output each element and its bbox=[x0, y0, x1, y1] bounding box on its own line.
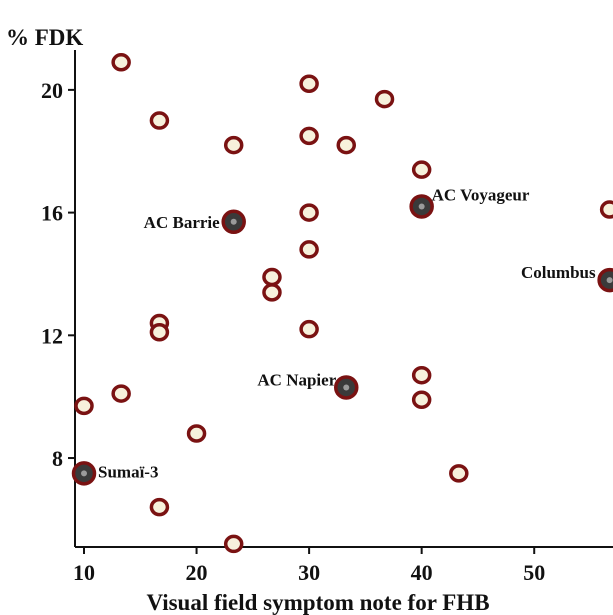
highlight-point-center bbox=[81, 470, 88, 477]
data-point bbox=[149, 497, 170, 517]
data-point bbox=[262, 283, 282, 302]
x-ticks: 10 20 30 40 50 bbox=[73, 547, 545, 585]
data-point bbox=[449, 464, 469, 483]
data-point bbox=[223, 534, 244, 554]
data-point bbox=[74, 396, 94, 416]
data-point bbox=[299, 126, 319, 146]
data-point bbox=[186, 424, 207, 443]
data-point bbox=[299, 74, 319, 93]
data-point bbox=[262, 267, 282, 287]
data-point bbox=[299, 203, 319, 222]
data-point bbox=[336, 135, 357, 155]
highlight-point-center bbox=[418, 203, 425, 210]
data-point bbox=[149, 322, 170, 342]
point-label-ac-barrie: AC Barrie bbox=[144, 213, 220, 232]
data-point bbox=[149, 111, 170, 130]
y-tick-label: 8 bbox=[52, 446, 63, 471]
data-point bbox=[223, 135, 244, 155]
y-axis-title: % FDK bbox=[6, 25, 83, 50]
data-point bbox=[374, 89, 395, 109]
y-ticks: 8 12 16 20 bbox=[41, 78, 75, 471]
y-tick-label: 12 bbox=[41, 323, 63, 348]
data-point bbox=[599, 200, 613, 219]
data-point bbox=[411, 160, 432, 179]
y-tick-label: 16 bbox=[41, 201, 63, 226]
point-label-columbus: Columbus bbox=[521, 263, 596, 282]
x-tick-label: 50 bbox=[523, 560, 545, 585]
y-tick-label: 20 bbox=[41, 78, 63, 103]
x-axis-title: Visual field symptom note for FHB bbox=[146, 590, 489, 615]
axes: 8 12 16 20 10 20 30 40 50 bbox=[41, 50, 613, 585]
x-tick-label: 20 bbox=[186, 560, 208, 585]
data-point bbox=[111, 53, 131, 72]
data-point bbox=[411, 365, 432, 385]
point-label-suma-3: Sumaï-3 bbox=[98, 462, 158, 481]
highlight-point-center bbox=[343, 384, 350, 391]
point-label-ac-voyageur: AC Voyageur bbox=[432, 185, 530, 204]
x-tick-label: 40 bbox=[411, 560, 433, 585]
x-tick-label: 10 bbox=[73, 560, 95, 585]
data-point bbox=[111, 384, 131, 403]
data-point bbox=[411, 390, 432, 409]
highlight-point-center bbox=[230, 218, 237, 225]
highlighted-points: AC Voyageur AC Barrie Columbus AC Napier Sum… bbox=[71, 185, 613, 486]
data-points bbox=[74, 53, 613, 554]
highlight-point-center bbox=[606, 277, 613, 284]
data-point bbox=[299, 319, 319, 339]
point-label-ac-napier: AC Napier bbox=[257, 370, 336, 389]
data-point bbox=[299, 240, 319, 259]
highlight-point-columbus bbox=[597, 267, 613, 293]
x-tick-label: 30 bbox=[298, 560, 320, 585]
